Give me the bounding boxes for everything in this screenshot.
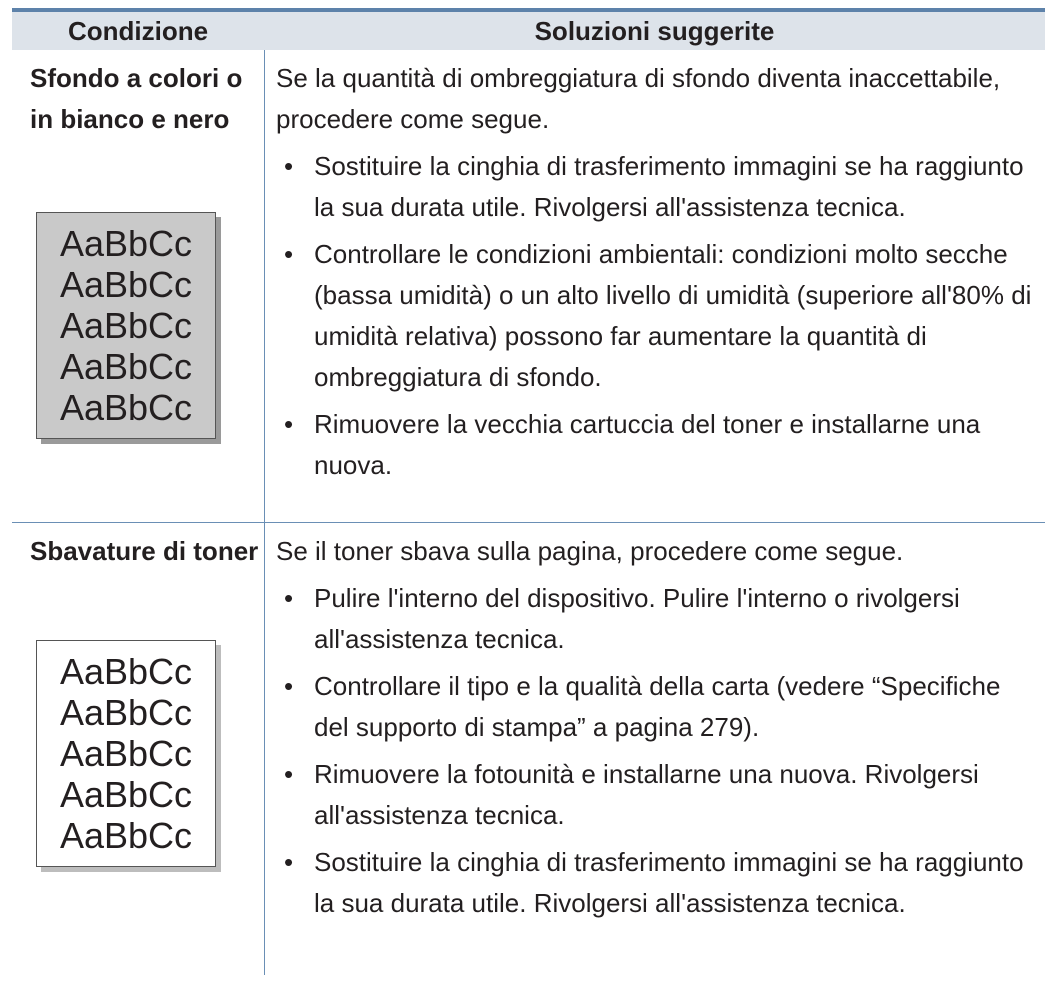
condition: Sbavature di toner <box>30 536 259 566</box>
header-cell: Condizione <box>67 16 209 46</box>
column-divider <box>264 50 265 975</box>
solutions: Se la quantità di ombreggiatura di sfond… <box>276 58 1042 492</box>
intro: Se il toner sbava sulla pagina, proceder… <box>276 536 904 566</box>
sample-line: AaBbCc <box>59 223 193 264</box>
row-divider <box>12 522 1045 523</box>
sample-line: AaBbCc <box>59 651 193 692</box>
bullet: Sostituire la cinghia di trasferimento i… <box>276 146 1042 228</box>
bullet: Rimuovere la fotounità e installarne una… <box>276 754 1042 836</box>
bullet: Rimuovere la vecchia cartuccia del toner… <box>276 404 1042 486</box>
bullet: Controllare le condizioni ambientali: co… <box>276 234 1042 398</box>
bullet: Sostituire la cinghia di trasferimento i… <box>276 842 1042 924</box>
header-cell: Soluzioni suggerite <box>534 16 775 46</box>
sample-line: AaBbCc <box>59 387 193 428</box>
sample-image: AaBbCc AaBbCc AaBbCc AaBbCc AaBbCc <box>36 212 216 439</box>
table-header: Condizione Soluzioni suggerite <box>12 8 1045 50</box>
sample-line: AaBbCc <box>59 305 193 346</box>
sample-image: AaBbCc AaBbCc AaBbCc AaBbCc AaBbCc <box>36 640 216 867</box>
sample-line: AaBbCc <box>59 815 193 856</box>
sample-line: AaBbCc <box>59 774 193 815</box>
intro: Se la quantità di ombreggiatura di sfond… <box>276 63 1001 134</box>
bullet-list: Pulire l'interno del dispositivo. Pulire… <box>276 578 1042 924</box>
sample-line: AaBbCc <box>59 692 193 733</box>
condition: Sfondo a colori o in bianco e nero <box>30 63 243 134</box>
sample-line: AaBbCc <box>59 346 193 387</box>
bullet: Pulire l'interno del dispositivo. Pulire… <box>276 578 1042 660</box>
bullet: Controllare il tipo e la qualità della c… <box>276 666 1042 748</box>
sample-line: AaBbCc <box>59 264 193 305</box>
sample-line: AaBbCc <box>59 733 193 774</box>
bullet-list: Sostituire la cinghia di trasferimento i… <box>276 146 1042 486</box>
solutions: Se il toner sbava sulla pagina, proceder… <box>276 531 1042 930</box>
